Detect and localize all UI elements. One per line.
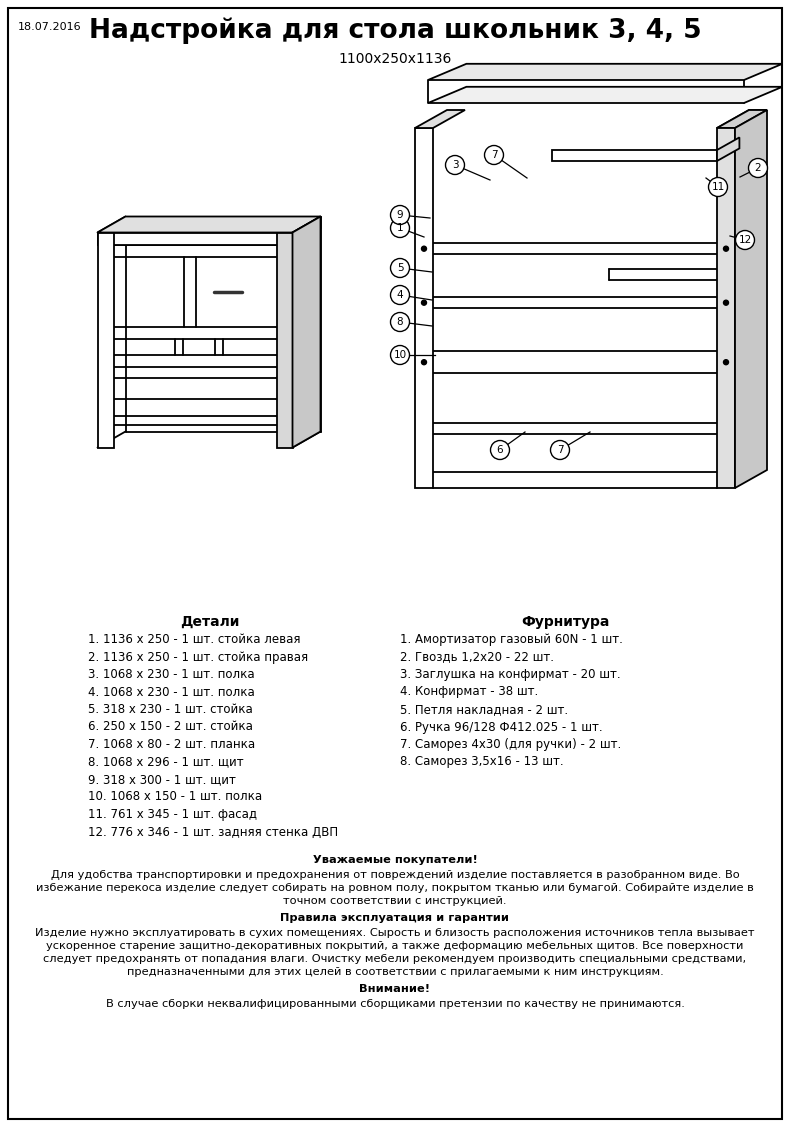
Text: 2. Гвоздь 1,2х20 - 22 шт.: 2. Гвоздь 1,2х20 - 22 шт.: [400, 650, 554, 664]
Text: 6. Ручка 96/128 Ф412.025 - 1 шт.: 6. Ручка 96/128 Ф412.025 - 1 шт.: [400, 720, 603, 734]
Text: 10. 1068 х 150 - 1 шт. полка: 10. 1068 х 150 - 1 шт. полка: [88, 790, 262, 804]
Polygon shape: [735, 110, 767, 488]
Polygon shape: [552, 150, 717, 161]
Text: 3. 1068 х 230 - 1 шт. полка: 3. 1068 х 230 - 1 шт. полка: [88, 668, 254, 681]
Circle shape: [390, 205, 409, 224]
Text: точном соответствии с инструкцией.: точном соответствии с инструкцией.: [284, 896, 506, 906]
Polygon shape: [717, 110, 767, 128]
Text: 11: 11: [711, 181, 724, 192]
Polygon shape: [717, 110, 767, 128]
Text: 4. Конфирмат - 38 шт.: 4. Конфирмат - 38 шт.: [400, 685, 538, 699]
Polygon shape: [717, 137, 739, 161]
Polygon shape: [428, 64, 782, 80]
Polygon shape: [292, 216, 321, 245]
Text: предназначенными для этих целей в соответствии с прилагаемыми к ним инструкциям.: предназначенными для этих целей в соотве…: [126, 967, 664, 977]
Text: 5: 5: [397, 263, 404, 273]
Text: 3: 3: [452, 160, 458, 170]
Polygon shape: [717, 128, 735, 488]
Circle shape: [709, 177, 728, 196]
Text: 7. Саморез 4х30 (для ручки) - 2 шт.: 7. Саморез 4х30 (для ручки) - 2 шт.: [400, 738, 621, 751]
Text: 8. Саморез 3,5х16 - 13 шт.: 8. Саморез 3,5х16 - 13 шт.: [400, 755, 563, 769]
Circle shape: [422, 300, 427, 305]
Text: 18.07.2016: 18.07.2016: [18, 23, 81, 32]
Circle shape: [724, 300, 728, 305]
Polygon shape: [292, 216, 321, 447]
Text: 1. 1136 х 250 - 1 шт. стойка левая: 1. 1136 х 250 - 1 шт. стойка левая: [88, 633, 300, 646]
Text: 8: 8: [397, 317, 404, 327]
Circle shape: [390, 258, 409, 277]
Text: избежание перекоса изделие следует собирать на ровном полу, покрытом тканью или : избежание перекоса изделие следует собир…: [36, 882, 754, 893]
Polygon shape: [428, 87, 782, 103]
Circle shape: [390, 219, 409, 238]
Text: 1: 1: [397, 223, 404, 233]
Text: 1100x250x1136: 1100x250x1136: [338, 52, 452, 66]
Circle shape: [422, 246, 427, 251]
Text: 10: 10: [393, 350, 407, 360]
Text: 3. Заглушка на конфирмат - 20 шт.: 3. Заглушка на конфирмат - 20 шт.: [400, 668, 621, 681]
Circle shape: [551, 441, 570, 460]
Text: 5. Петля накладная - 2 шт.: 5. Петля накладная - 2 шт.: [400, 703, 568, 716]
Text: 2: 2: [754, 163, 762, 174]
Circle shape: [748, 159, 768, 177]
Text: Внимание!: Внимание!: [359, 984, 431, 994]
Text: Изделие нужно эксплуатировать в сухих помещениях. Сырость и близость расположени: Изделие нужно эксплуатировать в сухих по…: [36, 928, 754, 938]
Text: Детали: Детали: [180, 615, 239, 629]
Text: следует предохранять от попадания влаги. Очистку мебели рекомендуем производить : следует предохранять от попадания влаги.…: [43, 953, 747, 964]
Circle shape: [390, 312, 409, 331]
Polygon shape: [97, 232, 114, 447]
Text: 8. 1068 х 296 - 1 шт. щит: 8. 1068 х 296 - 1 шт. щит: [88, 755, 243, 769]
Circle shape: [484, 145, 503, 165]
Circle shape: [724, 360, 728, 365]
Text: 9: 9: [397, 210, 404, 220]
Circle shape: [390, 285, 409, 304]
Text: 4. 1068 х 230 - 1 шт. полка: 4. 1068 х 230 - 1 шт. полка: [88, 685, 254, 699]
Text: Фурнитура: Фурнитура: [521, 615, 609, 629]
Circle shape: [491, 441, 510, 460]
Text: Для удобства транспортировки и предохранения от повреждений изделие поставляется: Для удобства транспортировки и предохран…: [51, 870, 739, 880]
Polygon shape: [276, 232, 292, 447]
Circle shape: [735, 231, 754, 249]
Polygon shape: [415, 128, 433, 488]
Text: 4: 4: [397, 290, 404, 300]
Text: 7: 7: [491, 150, 498, 160]
Text: 12. 776 х 346 - 1 шт. задняя стенка ДВП: 12. 776 х 346 - 1 шт. задняя стенка ДВП: [88, 825, 338, 838]
Text: Надстройка для стола школьник 3, 4, 5: Надстройка для стола школьник 3, 4, 5: [88, 18, 702, 44]
Polygon shape: [97, 232, 292, 245]
Text: 12: 12: [739, 236, 751, 245]
Polygon shape: [97, 216, 321, 232]
Circle shape: [422, 360, 427, 365]
Circle shape: [390, 346, 409, 364]
Polygon shape: [415, 110, 465, 128]
Text: ускоренное старение защитно-декоративных покрытий, а также деформацию мебельных : ускоренное старение защитно-декоративных…: [47, 941, 743, 951]
Text: 6: 6: [497, 445, 503, 455]
Text: 11. 761 х 345 - 1 шт. фасад: 11. 761 х 345 - 1 шт. фасад: [88, 808, 257, 820]
Text: 7. 1068 х 80 - 2 шт. планка: 7. 1068 х 80 - 2 шт. планка: [88, 738, 255, 751]
Text: 6. 250 х 150 - 2 шт. стойка: 6. 250 х 150 - 2 шт. стойка: [88, 720, 253, 734]
Circle shape: [446, 156, 465, 175]
Text: 2. 1136 х 250 - 1 шт. стойка правая: 2. 1136 х 250 - 1 шт. стойка правая: [88, 650, 308, 664]
Text: Правила эксплуатация и гарантии: Правила эксплуатация и гарантии: [280, 913, 510, 923]
Text: Уважаемые покупатели!: Уважаемые покупатели!: [313, 855, 477, 866]
Text: 7: 7: [557, 445, 563, 455]
Text: 1. Амортизатор газовый 60N - 1 шт.: 1. Амортизатор газовый 60N - 1 шт.: [400, 633, 623, 646]
Text: В случае сборки неквалифицированными сборщиками претензии по качеству не принима: В случае сборки неквалифицированными сбо…: [106, 999, 684, 1009]
Text: 5. 318 х 230 - 1 шт. стойка: 5. 318 х 230 - 1 шт. стойка: [88, 703, 253, 716]
Circle shape: [724, 246, 728, 251]
Text: 9. 318 х 300 - 1 шт. щит: 9. 318 х 300 - 1 шт. щит: [88, 773, 236, 786]
